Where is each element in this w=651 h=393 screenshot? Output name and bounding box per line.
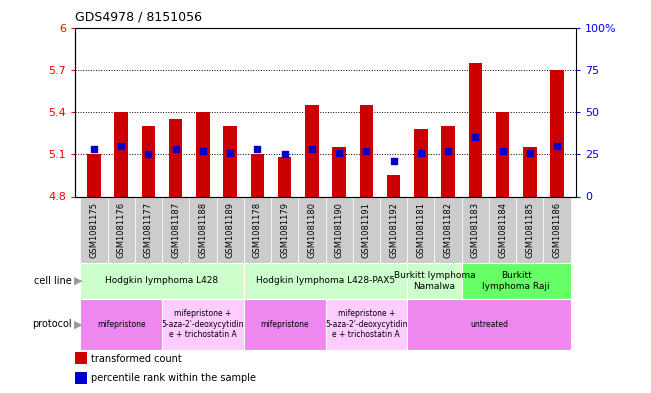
Bar xyxy=(298,196,326,263)
Text: mifepristone +
5-aza-2'-deoxycytidin
e + trichostatin A: mifepristone + 5-aza-2'-deoxycytidin e +… xyxy=(325,309,408,339)
Text: GSM1081180: GSM1081180 xyxy=(307,202,316,258)
Bar xyxy=(87,154,101,196)
Bar xyxy=(496,112,509,196)
Text: GSM1081178: GSM1081178 xyxy=(253,202,262,258)
Bar xyxy=(387,175,400,196)
Bar xyxy=(414,129,428,196)
Bar xyxy=(243,299,326,350)
Text: transformed count: transformed count xyxy=(91,354,182,364)
Bar xyxy=(107,196,135,263)
Point xyxy=(198,148,208,154)
Point xyxy=(143,151,154,158)
Bar xyxy=(75,352,87,364)
Point xyxy=(497,148,508,154)
Text: GSM1081185: GSM1081185 xyxy=(525,202,534,258)
Bar xyxy=(142,126,155,196)
Point xyxy=(525,149,535,156)
Text: GSM1081186: GSM1081186 xyxy=(553,202,562,258)
Bar xyxy=(516,196,544,263)
Text: GSM1081192: GSM1081192 xyxy=(389,202,398,258)
Text: Burkitt
lymphoma Raji: Burkitt lymphoma Raji xyxy=(482,271,550,291)
Bar xyxy=(550,70,564,196)
Point xyxy=(470,134,480,141)
Bar xyxy=(251,154,264,196)
Text: GSM1081182: GSM1081182 xyxy=(443,202,452,258)
Point xyxy=(415,149,426,156)
Bar xyxy=(271,196,298,263)
Point xyxy=(171,146,181,152)
Point xyxy=(443,148,453,154)
Bar xyxy=(408,263,462,299)
Bar xyxy=(544,196,571,263)
Bar xyxy=(278,157,292,196)
Text: Hodgkin lymphoma L428: Hodgkin lymphoma L428 xyxy=(105,277,219,285)
Text: GSM1081177: GSM1081177 xyxy=(144,202,153,258)
Bar xyxy=(359,105,373,196)
Bar xyxy=(196,112,210,196)
Bar xyxy=(243,263,408,299)
Text: GSM1081181: GSM1081181 xyxy=(417,202,425,258)
Bar xyxy=(75,372,87,384)
Text: percentile rank within the sample: percentile rank within the sample xyxy=(91,373,256,384)
Text: Hodgkin lymphoma L428-PAX5: Hodgkin lymphoma L428-PAX5 xyxy=(256,277,395,285)
Text: GSM1081176: GSM1081176 xyxy=(117,202,126,258)
Bar xyxy=(135,196,162,263)
Bar xyxy=(80,263,243,299)
Bar xyxy=(223,126,237,196)
Text: GSM1081189: GSM1081189 xyxy=(226,202,234,258)
Text: mifepristone: mifepristone xyxy=(260,320,309,329)
Point xyxy=(389,158,399,164)
Bar xyxy=(441,126,455,196)
Bar xyxy=(462,263,571,299)
Bar xyxy=(189,196,217,263)
Bar xyxy=(162,299,243,350)
Bar xyxy=(408,196,434,263)
Bar xyxy=(380,196,408,263)
Text: GSM1081175: GSM1081175 xyxy=(89,202,98,258)
Text: mifepristone +
5-aza-2'-deoxycytidin
e + trichostatin A: mifepristone + 5-aza-2'-deoxycytidin e +… xyxy=(161,309,244,339)
Point xyxy=(307,146,317,152)
Text: GSM1081179: GSM1081179 xyxy=(280,202,289,258)
Text: ▶: ▶ xyxy=(74,276,83,286)
Text: GSM1081191: GSM1081191 xyxy=(362,202,371,258)
Bar xyxy=(162,196,189,263)
Point xyxy=(252,146,262,152)
Bar xyxy=(305,105,319,196)
Bar xyxy=(326,299,408,350)
Text: GSM1081184: GSM1081184 xyxy=(498,202,507,258)
Bar xyxy=(469,63,482,196)
Point xyxy=(279,151,290,158)
Text: protocol: protocol xyxy=(32,319,72,329)
Text: Burkitt lymphoma
Namalwa: Burkitt lymphoma Namalwa xyxy=(394,271,475,291)
Text: GSM1081188: GSM1081188 xyxy=(199,202,208,258)
Bar xyxy=(326,196,353,263)
Bar xyxy=(80,196,107,263)
Text: GSM1081183: GSM1081183 xyxy=(471,202,480,258)
Bar xyxy=(217,196,243,263)
Bar xyxy=(462,196,489,263)
Bar xyxy=(353,196,380,263)
Point xyxy=(89,146,99,152)
Bar xyxy=(434,196,462,263)
Point xyxy=(334,149,344,156)
Bar xyxy=(80,299,162,350)
Text: untreated: untreated xyxy=(470,320,508,329)
Bar xyxy=(489,196,516,263)
Bar xyxy=(332,147,346,196)
Bar xyxy=(115,112,128,196)
Text: ▶: ▶ xyxy=(74,319,83,329)
Text: GSM1081187: GSM1081187 xyxy=(171,202,180,258)
Bar xyxy=(169,119,182,196)
Bar xyxy=(243,196,271,263)
Text: GDS4978 / 8151056: GDS4978 / 8151056 xyxy=(75,11,202,24)
Bar xyxy=(408,299,571,350)
Text: GSM1081190: GSM1081190 xyxy=(335,202,344,258)
Bar xyxy=(523,147,536,196)
Point xyxy=(116,143,126,149)
Text: cell line: cell line xyxy=(34,276,72,286)
Point xyxy=(225,149,236,156)
Point xyxy=(361,148,372,154)
Point xyxy=(552,143,562,149)
Text: mifepristone: mifepristone xyxy=(97,320,145,329)
